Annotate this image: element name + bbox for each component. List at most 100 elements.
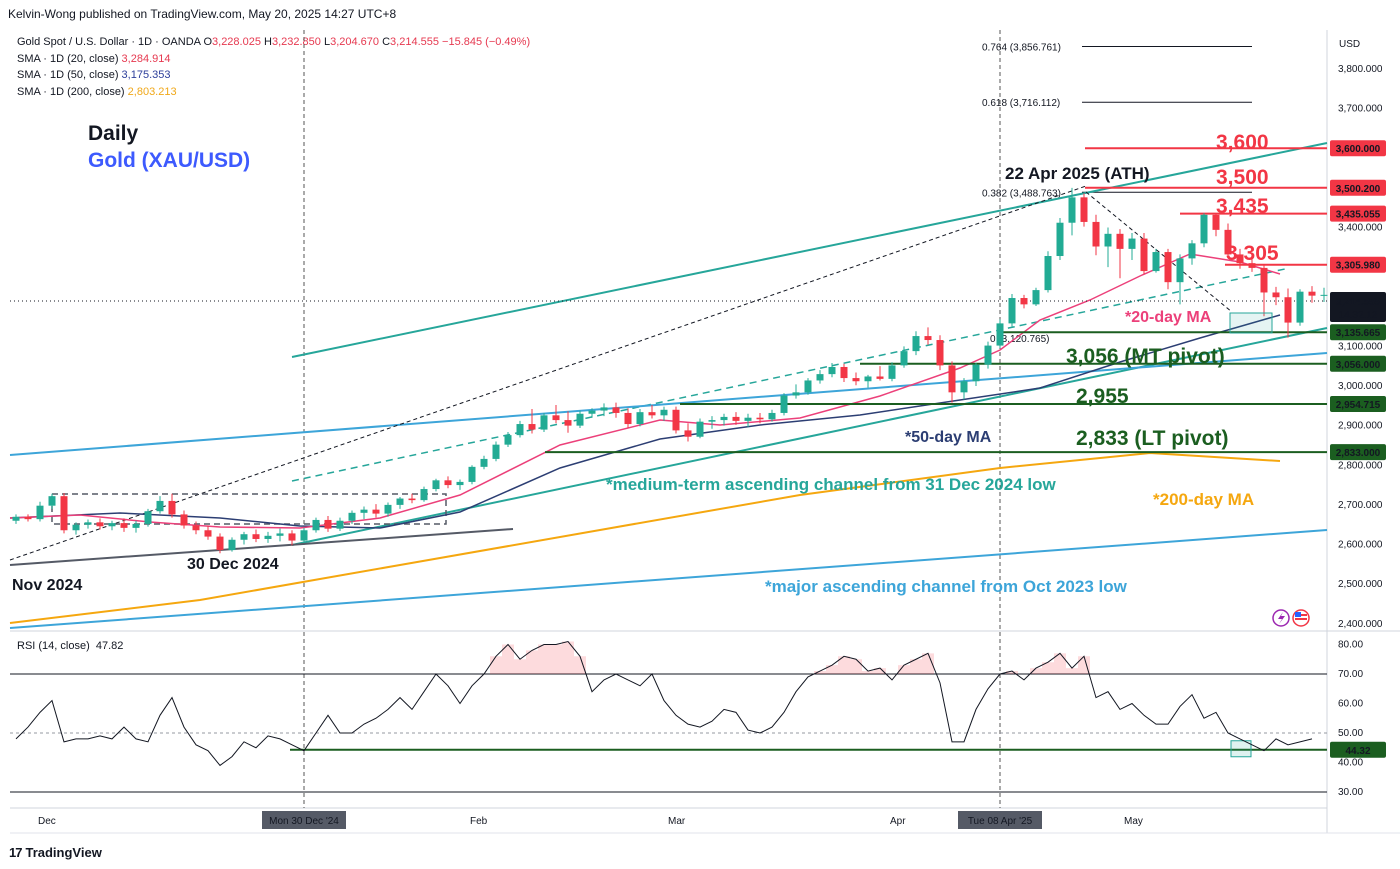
candle-body — [1044, 256, 1052, 291]
candle-body — [996, 323, 1004, 346]
symbol-line[interactable]: Gold Spot / U.S. Dollar · 1D · OANDA O3,… — [17, 34, 530, 51]
candle-body — [1284, 297, 1292, 323]
candle-body — [1008, 298, 1016, 324]
date-marker-label: Mon 30 Dec '24 — [269, 816, 339, 827]
price-axis-tick: 3,400.000 — [1338, 222, 1383, 233]
candle-body — [1320, 294, 1328, 296]
candle-body — [984, 345, 992, 365]
candle-body — [396, 498, 404, 505]
rsi-axis-tick: 50.00 — [1338, 728, 1363, 739]
candle-body — [1056, 222, 1064, 257]
rsi-axis-tick: 80.00 — [1338, 640, 1363, 651]
lvl-2833-label: 2,833 (LT pivot) — [1076, 427, 1228, 450]
fib-level-label: 0.618 (3,716.112) — [982, 98, 1060, 109]
candle-body — [348, 512, 356, 521]
time-axis-tick: May — [1124, 816, 1143, 827]
candle-body — [156, 500, 164, 512]
price-axis-tick: 3,000.000 — [1338, 381, 1383, 392]
price-axis-tick: 3,700.000 — [1338, 104, 1383, 115]
candle-body — [240, 534, 248, 540]
candle-body — [1152, 252, 1160, 272]
tradingview-brand: TradingView — [25, 845, 102, 860]
lvl-3305-label: 3,305 — [1226, 242, 1279, 265]
price-tag-label: 2,954.715 — [1336, 400, 1381, 411]
date-marker-badge — [262, 811, 346, 829]
date-marker-badge — [958, 811, 1042, 829]
sma50-legend[interactable]: SMA · 1D (50, close) 3,175.353 — [17, 67, 530, 84]
price-tag-label: 3,135.665 — [1336, 328, 1381, 339]
candle-body — [660, 409, 668, 416]
candle-body — [852, 378, 860, 382]
ohlc-change: −15.845 (−0.49%) — [442, 36, 531, 48]
candle-body — [1164, 252, 1172, 283]
highlight-box — [1229, 312, 1273, 334]
price-axis-tick: 2,400.000 — [1338, 619, 1383, 630]
candle-body — [672, 409, 680, 431]
candle-body — [684, 430, 692, 437]
price-tag-label: 3,435.055 — [1336, 210, 1381, 221]
lvl-3500-label: 3,500 — [1216, 166, 1269, 189]
candle-body — [540, 415, 548, 430]
sma50-label: SMA · 1D (50, close) — [17, 69, 119, 81]
candle-body — [720, 416, 728, 421]
price-axis-tick: 3,100.000 — [1338, 341, 1383, 352]
rsi-support-badge — [1330, 741, 1386, 758]
candle-body — [324, 519, 332, 529]
candle-body — [948, 365, 956, 393]
candle-body — [372, 509, 380, 514]
ma50-label: *50-day MA — [905, 429, 992, 446]
candle-body — [696, 421, 704, 437]
tradingview-footer[interactable]: 17 TradingView — [9, 845, 102, 860]
candle-body — [444, 480, 452, 486]
rsi-line — [15, 640, 1313, 767]
rsi-support-label: 44.32 — [1345, 746, 1370, 757]
fib-level-label: 0.382 (3,488.763) — [982, 188, 1061, 199]
sma20-legend[interactable]: SMA · 1D (20, close) 3,284.914 — [17, 51, 530, 68]
instrument-title: Gold (XAU/USD) — [88, 149, 250, 172]
candle-body — [972, 364, 980, 382]
us-flag-icon[interactable] — [1292, 609, 1310, 627]
price-tag-label: 2,833.000 — [1336, 448, 1381, 459]
candle-body — [588, 410, 596, 414]
candle-body — [480, 458, 488, 467]
candle-body — [636, 412, 644, 425]
time-axis-tick: Dec — [38, 816, 56, 827]
candle-body — [900, 351, 908, 366]
sma20-label: SMA · 1D (20, close) — [17, 52, 119, 65]
candle-body — [360, 509, 368, 513]
price-tag-label: 3,056.000 — [1336, 360, 1381, 371]
lvl-3600-label: 3,600 — [1216, 131, 1269, 154]
medium-channel-label: *medium-term ascending channel from 31 D… — [606, 475, 1056, 494]
candle-body — [624, 412, 632, 425]
price-tag-badge — [1330, 355, 1386, 372]
candle-body — [576, 413, 584, 426]
rsi-legend[interactable]: RSI (14, close) 47.82 — [17, 640, 123, 652]
candle-body — [408, 498, 416, 501]
candle-body — [168, 500, 176, 515]
candle-body — [912, 336, 920, 352]
candle-body — [612, 407, 620, 413]
price-tag-badge — [1330, 395, 1386, 412]
candle-body — [648, 412, 656, 416]
rsi-axis-tick: 70.00 — [1338, 669, 1363, 680]
candle-body — [468, 466, 476, 482]
candle-body — [768, 412, 776, 420]
candle-body — [924, 336, 932, 341]
flash-icon[interactable] — [1272, 609, 1290, 627]
currency-label[interactable]: USD — [1339, 39, 1360, 50]
rsi-axis-tick: 60.00 — [1338, 699, 1363, 710]
fib-trend-line — [1085, 191, 1233, 313]
ohlc-close: 3,214.555 — [390, 36, 439, 48]
last-price-label: 3,214.555 — [1336, 297, 1381, 308]
candle-body — [564, 420, 572, 426]
fib-trend-line — [9, 185, 1087, 561]
candle-body — [180, 514, 188, 526]
candle-body — [216, 536, 224, 551]
rsi-axis-tick: 40.00 — [1338, 758, 1363, 769]
ohlc-close-label: C — [382, 36, 391, 48]
candle-body — [336, 520, 344, 529]
candle-body — [276, 533, 284, 536]
price-tag-badge — [1330, 205, 1386, 222]
sma200-legend[interactable]: SMA · 1D (200, close) 2,803.213 — [17, 84, 530, 101]
